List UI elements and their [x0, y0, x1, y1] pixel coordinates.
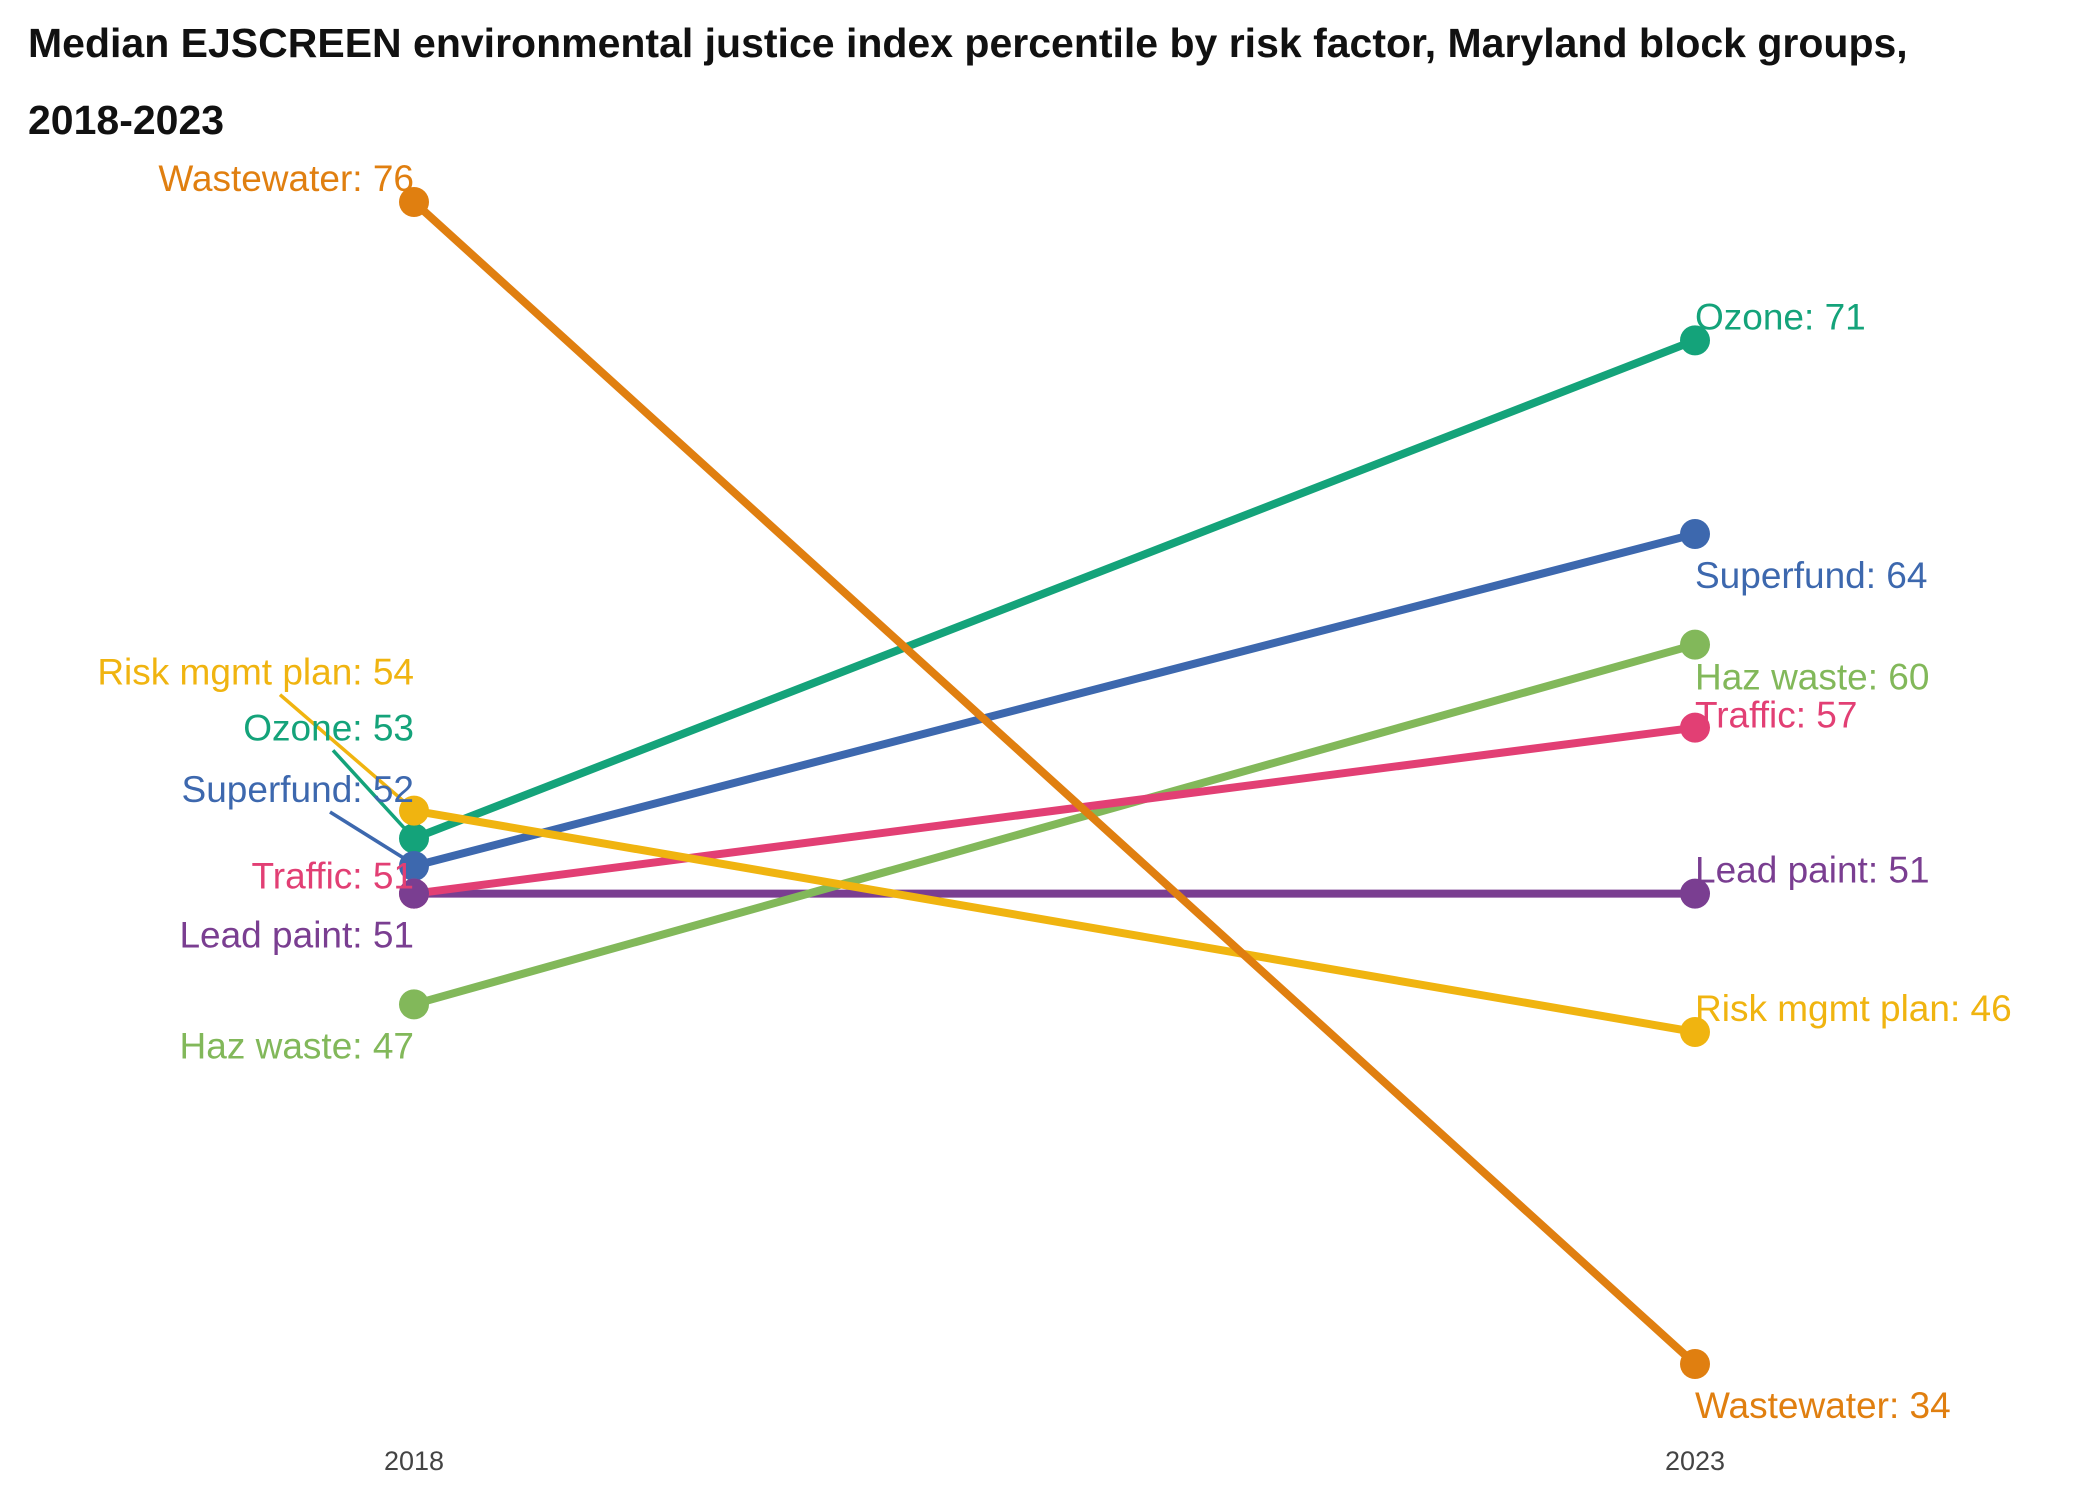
label-ozone-2023: Ozone: 71 — [1695, 296, 1866, 337]
point-traffic-2023 — [1680, 712, 1710, 743]
point-ozone-2023 — [1680, 325, 1710, 356]
series-line-traffic — [410, 723, 1699, 898]
point-risk-mgmt-plan-2018 — [399, 795, 429, 826]
label-lead-paint-2023: Lead paint: 51 — [1695, 850, 1930, 891]
label-wastewater-2023: Wastewater: 34 — [1695, 1385, 1951, 1426]
label-haz-waste-2018: Haz waste: 47 — [180, 1025, 414, 1066]
label-wastewater-2018: Wastewater: 76 — [158, 158, 414, 199]
series-line-wastewater — [410, 198, 1699, 1368]
series-line-haz-waste — [410, 640, 1699, 1009]
point-haz-waste-2023 — [1680, 629, 1710, 660]
label-traffic-2023: Traffic: 57 — [1695, 695, 1857, 736]
data-labels: Wastewater: 76 Wastewater: 34 Ozone: 53 Ozo… — [97, 158, 2011, 1426]
series-lines — [410, 198, 1699, 1368]
point-lead-paint-2023 — [1680, 878, 1710, 909]
label-lead-paint-2018: Lead paint: 51 — [179, 915, 414, 956]
point-superfund-2018 — [399, 851, 429, 881]
label-ozone-2018: Ozone: 53 — [243, 707, 414, 748]
point-ozone-2018 — [399, 823, 429, 854]
x-axis: 2018 2023 — [384, 1446, 1725, 1476]
label-superfund-2023: Superfund: 64 — [1695, 555, 1927, 596]
x-tick-2023: 2023 — [1665, 1446, 1725, 1476]
point-haz-waste-2018 — [399, 989, 429, 1020]
label-risk-mgmt-plan-2023: Risk mgmt plan: 46 — [1695, 988, 2012, 1029]
x-tick-2018: 2018 — [384, 1446, 444, 1476]
point-lead-paint-2018 — [399, 878, 429, 909]
label-leader-lines — [278, 693, 412, 864]
series-line-risk-mgmt-plan — [410, 806, 1699, 1036]
label-haz-waste-2023: Haz waste: 60 — [1695, 657, 1929, 698]
label-superfund-2018: Superfund: 52 — [182, 769, 414, 810]
series-line-ozone — [410, 336, 1699, 843]
leader-risk-mgmt-plan — [278, 693, 412, 808]
point-wastewater-2018 — [399, 187, 429, 217]
chart-title-line-1: Median EJSCREEN environmental justice in… — [28, 20, 1908, 66]
point-risk-mgmt-plan-2023 — [1680, 1017, 1710, 1047]
leader-ozone — [331, 749, 412, 836]
point-superfund-2023 — [1680, 519, 1710, 549]
leader-superfund — [329, 810, 411, 864]
data-points — [399, 187, 1710, 1379]
point-wastewater-2023 — [1680, 1349, 1710, 1379]
label-traffic-2018: Traffic: 51 — [252, 856, 414, 897]
series-line-superfund — [410, 530, 1699, 870]
label-risk-mgmt-plan-2018: Risk mgmt plan: 54 — [97, 652, 414, 693]
chart-title-line-2: 2018-2023 — [28, 97, 224, 143]
